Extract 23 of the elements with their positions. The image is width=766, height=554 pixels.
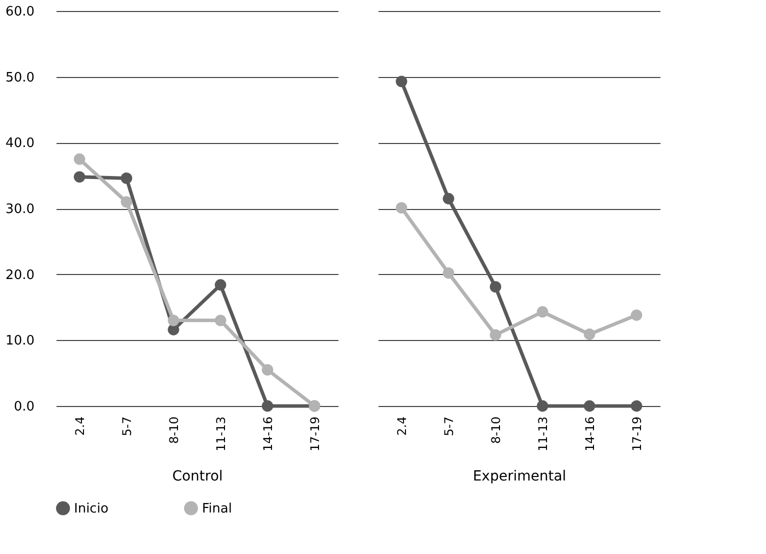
- y-tick-label: 60.0: [6, 4, 34, 20]
- x-tick-label: 11-13: [536, 416, 550, 452]
- x-tick-label: 17-19: [308, 416, 322, 452]
- y-tick-label: 50.0: [6, 70, 34, 86]
- y-tick-label: 30.0: [6, 202, 34, 217]
- y-tick-label: 10.0: [6, 334, 34, 349]
- x-tick-label: 14-16: [583, 416, 597, 452]
- x-tick-label: 14-16: [261, 416, 275, 452]
- legend-label: Final: [202, 501, 232, 516]
- y-tick-label: 20.0: [6, 268, 34, 283]
- legend-label: Inicio: [74, 501, 108, 516]
- x-tick-label: 17-19: [630, 416, 644, 452]
- x-tick-label: 8-10: [167, 416, 181, 444]
- x-tick-label: 2.4: [73, 416, 87, 436]
- x-tick-label: 5-7: [120, 416, 134, 436]
- x-axis-title: Control: [172, 468, 223, 484]
- x-tick-label: 5-7: [442, 416, 456, 436]
- y-tick-label: 40.0: [6, 136, 34, 152]
- x-tick-label: 8-10: [489, 416, 503, 444]
- y-tick-label: 0.0: [14, 400, 34, 414]
- x-tick-label: 2.4: [395, 416, 409, 436]
- x-tick-label: 11-13: [214, 416, 228, 452]
- x-axis-title: Experimental: [472, 468, 566, 484]
